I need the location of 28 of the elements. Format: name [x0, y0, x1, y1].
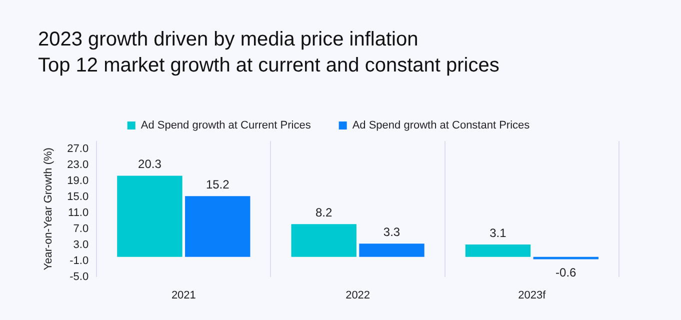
x-tick-label: 2022: [346, 289, 370, 302]
bar: [465, 244, 531, 257]
y-tick-label: 11.0: [68, 206, 89, 219]
y-tick-label: -1.0: [70, 254, 89, 267]
chart-title: 2023 growth driven by media price inflation: [38, 28, 418, 51]
data-label: 3.1: [490, 226, 507, 240]
x-tick-label: 2021: [171, 289, 196, 302]
bar: [291, 224, 356, 257]
legend-label: Ad Spend growth at Constant Prices: [352, 120, 530, 132]
y-axis-title: Year-on-Year Growth (%): [42, 148, 55, 270]
y-tick-label: 3.0: [73, 238, 89, 251]
data-label: 3.3: [383, 224, 400, 239]
bar: [359, 244, 424, 257]
data-label: 15.2: [206, 177, 230, 192]
y-tick-label: 23.0: [67, 158, 89, 171]
y-tick-label: -5.0: [70, 270, 89, 283]
data-label: 8.2: [316, 205, 333, 220]
x-tick-label: 2023f: [518, 289, 547, 302]
y-tick-label: 19.0: [67, 174, 89, 187]
y-tick-label: 7.0: [73, 222, 89, 235]
bar: [117, 176, 182, 257]
data-label: -0.6: [556, 266, 577, 280]
chart-subtitle: Top 12 market growth at current and constant prices: [38, 54, 500, 77]
bar: [185, 196, 250, 257]
data-label: 20.3: [138, 157, 162, 172]
legend-label: Ad Spend growth at Current Prices: [140, 120, 312, 132]
y-tick-label: 15.0: [67, 190, 89, 203]
y-tick-label: 27.0: [67, 143, 89, 156]
